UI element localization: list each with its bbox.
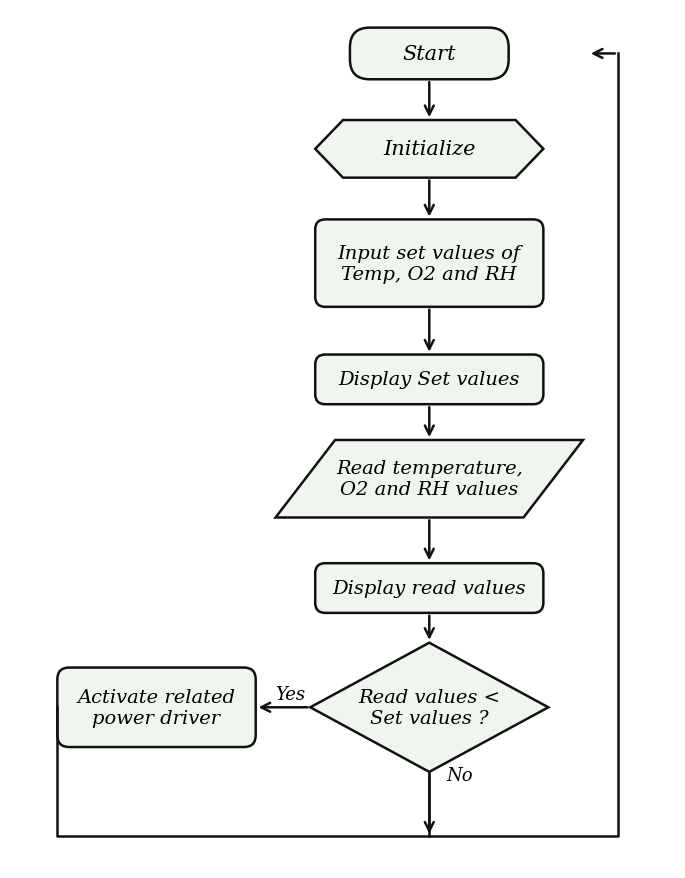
Text: Initialize: Initialize — [383, 140, 475, 159]
Text: Yes: Yes — [275, 686, 306, 703]
Text: Display read values: Display read values — [332, 579, 526, 597]
FancyBboxPatch shape — [315, 564, 543, 613]
Text: Input set values of
Temp, O2 and RH: Input set values of Temp, O2 and RH — [338, 244, 521, 284]
FancyBboxPatch shape — [315, 355, 543, 405]
Text: Read values <
Set values ?: Read values < Set values ? — [358, 688, 500, 727]
Text: No: No — [446, 766, 473, 784]
Text: Start: Start — [403, 45, 456, 64]
Text: Display Set values: Display Set values — [338, 371, 520, 389]
FancyBboxPatch shape — [350, 29, 509, 80]
FancyBboxPatch shape — [315, 220, 543, 307]
FancyBboxPatch shape — [58, 668, 256, 747]
Polygon shape — [315, 121, 543, 178]
Text: Activate related
power driver: Activate related power driver — [77, 688, 236, 727]
Polygon shape — [310, 643, 548, 772]
Text: Read temperature,
O2 and RH values: Read temperature, O2 and RH values — [336, 460, 523, 499]
Polygon shape — [275, 441, 583, 518]
